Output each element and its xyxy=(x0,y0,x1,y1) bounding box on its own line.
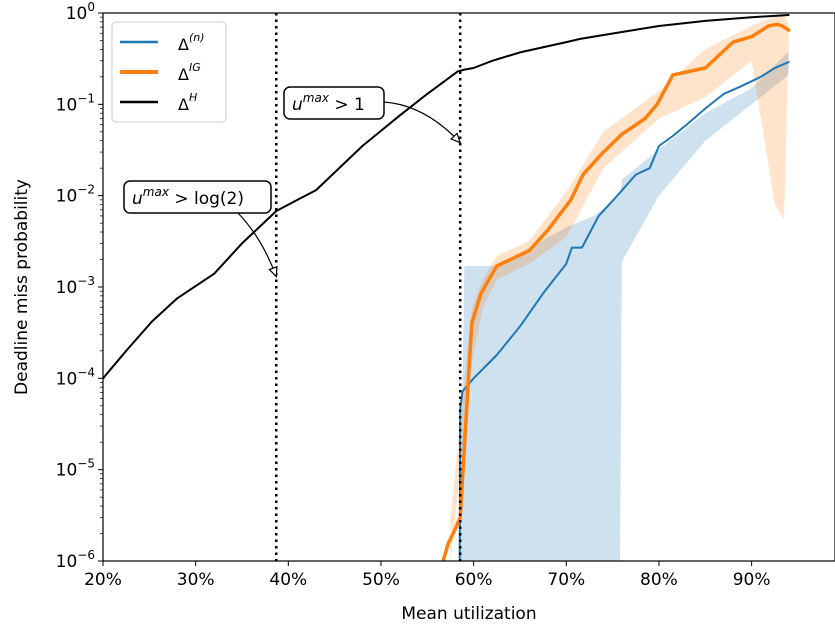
legend-label-1: ΔIG xyxy=(178,61,201,84)
line-series-2 xyxy=(103,14,790,380)
y-axis-label: Deadline miss probability xyxy=(12,179,32,395)
x-tick-label: 20% xyxy=(84,570,122,590)
x-tick-label: 80% xyxy=(640,570,678,590)
y-tick-label: 10−3 xyxy=(56,274,95,298)
line-series-0 xyxy=(458,61,790,561)
y-tick-label: 10−5 xyxy=(56,457,95,481)
x-tick-label: 70% xyxy=(547,570,585,590)
legend-box xyxy=(111,21,227,123)
legend-label-2: ΔH xyxy=(178,91,197,114)
x-tick-label: 50% xyxy=(362,570,400,590)
y-tick-label: 100 xyxy=(66,0,95,24)
x-tick-label: 90% xyxy=(733,570,771,590)
y-axis-ticks: 10−6 10−5 10−4 10−3 10−2 10−1 100 xyxy=(56,0,103,572)
annotation-text: umax > log(2) xyxy=(132,185,244,209)
x-axis-ticks: 20% 30% 40% 50% 60% 70% 80% 90% xyxy=(84,561,771,590)
x-axis-label: Mean utilization xyxy=(401,604,536,624)
y-tick-label: 10−1 xyxy=(56,91,95,115)
band-series-0 xyxy=(459,51,789,561)
line-series-1 xyxy=(441,22,791,561)
series-lines xyxy=(103,14,791,561)
annotation-box xyxy=(123,180,272,214)
annotation-arrowhead xyxy=(450,132,462,144)
annotation-arrowhead xyxy=(268,265,278,278)
legend-label-0: Δ(n) xyxy=(178,31,205,54)
x-tick-label: 30% xyxy=(177,570,215,590)
threshold-lines xyxy=(275,13,462,561)
annotation-text: umax > 1 xyxy=(292,91,365,115)
y-tick-label: 10−2 xyxy=(56,183,95,207)
x-tick-label: 60% xyxy=(455,570,493,590)
annotation-box xyxy=(283,86,385,120)
annotations: umax > log(2) umax > 1 xyxy=(123,86,462,278)
band-series-1 xyxy=(450,15,789,561)
confidence-bands xyxy=(450,15,789,561)
y-tick-label: 10−4 xyxy=(56,365,95,389)
annotation-arrow xyxy=(237,212,277,277)
y-tick-label: 10−6 xyxy=(56,548,95,572)
legend: Δ(n) ΔIG ΔH xyxy=(111,21,227,123)
annotation-arrow xyxy=(383,101,461,144)
x-tick-label: 40% xyxy=(269,570,307,590)
